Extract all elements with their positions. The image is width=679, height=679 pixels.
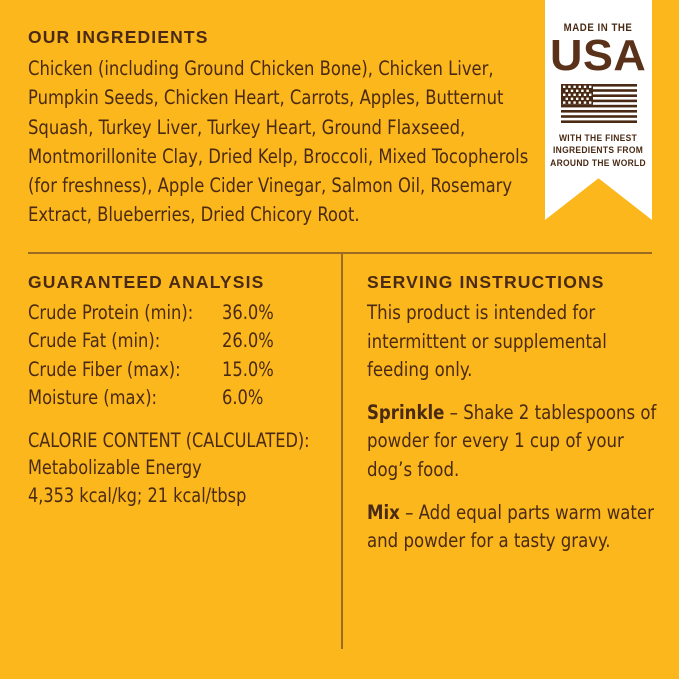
calorie-content-line-1: Metabolizable Energy: [28, 456, 202, 480]
calorie-content-heading: CALORIE CONTENT (CALCULATED):: [28, 428, 310, 452]
badge-tagline-line-2: INGREDIENTS FROM: [553, 145, 644, 156]
badge-made-in-the-label: MADE IN THE: [564, 22, 633, 34]
badge-tagline: WITH THE FINEST INGREDIENTS FROM AROUND …: [551, 132, 647, 169]
analysis-label: Crude Fat (min):: [28, 329, 161, 353]
analysis-label: Moisture (max):: [28, 386, 158, 410]
horizontal-divider: [28, 252, 652, 254]
table-row: Crude Fiber (max): 15.0%: [28, 356, 328, 384]
table-row: Crude Protein (min): 36.0%: [28, 299, 328, 327]
guaranteed-analysis-heading: GUARANTEED ANALYSIS: [28, 272, 265, 292]
vertical-divider: [341, 253, 343, 649]
made-in-usa-badge: MADE IN THE USA: [545, 0, 652, 220]
analysis-value: 6.0%: [222, 386, 264, 410]
sprinkle-text: – Shake 2 tablespoons of powder for ever…: [367, 400, 657, 481]
ingredients-heading: OUR INGREDIENTS: [28, 27, 209, 47]
guaranteed-analysis-section: GUARANTEED ANALYSIS Crude Protein (min):…: [28, 272, 328, 509]
mix-label: Mix: [367, 500, 400, 524]
analysis-label: Crude Protein (min):: [28, 301, 194, 324]
analysis-value: 36.0%: [222, 301, 274, 324]
serving-sprinkle-paragraph: Sprinkle – Shake 2 tablespoons of powder…: [367, 399, 657, 485]
analysis-value: 26.0%: [222, 329, 274, 353]
serving-intro-text: This product is intended for intermitten…: [367, 301, 607, 382]
calorie-content-line-2: 4,353 kcal/kg; 21 kcal/tbsp: [28, 483, 247, 507]
serving-instructions-heading: SERVING INSTRUCTIONS: [367, 272, 605, 292]
guaranteed-analysis-table: Crude Protein (min): 36.0% Crude Fat (mi…: [28, 299, 328, 413]
usa-flag-icon: [560, 84, 637, 123]
analysis-label: Crude Fiber (max):: [28, 357, 181, 381]
serving-instructions-body: This product is intended for intermitten…: [367, 299, 657, 556]
sprinkle-label: Sprinkle: [367, 400, 445, 424]
badge-tagline-line-3: AROUND THE WORLD: [550, 157, 647, 168]
badge-usa-label: USA: [550, 31, 647, 80]
table-row: Moisture (max): 6.0%: [28, 384, 328, 412]
badge-content: MADE IN THE USA: [545, 0, 652, 220]
table-row: Crude Fat (min): 26.0%: [28, 327, 328, 355]
badge-tagline-line-1: WITH THE FINEST: [559, 133, 638, 143]
serving-instructions-section: SERVING INSTRUCTIONS This product is int…: [367, 272, 657, 556]
ingredients-body: Chicken (including Ground Chicken Bone),…: [28, 57, 529, 227]
analysis-value: 15.0%: [222, 357, 274, 381]
serving-mix-paragraph: Mix – Add equal parts warm water and pow…: [367, 499, 657, 556]
calorie-content-block: CALORIE CONTENT (CALCULATED): Metaboliza…: [28, 427, 328, 510]
ingredients-section: OUR INGREDIENTS Chicken (including Groun…: [28, 27, 528, 230]
mix-text: – Add equal parts warm water and powder …: [367, 500, 654, 553]
